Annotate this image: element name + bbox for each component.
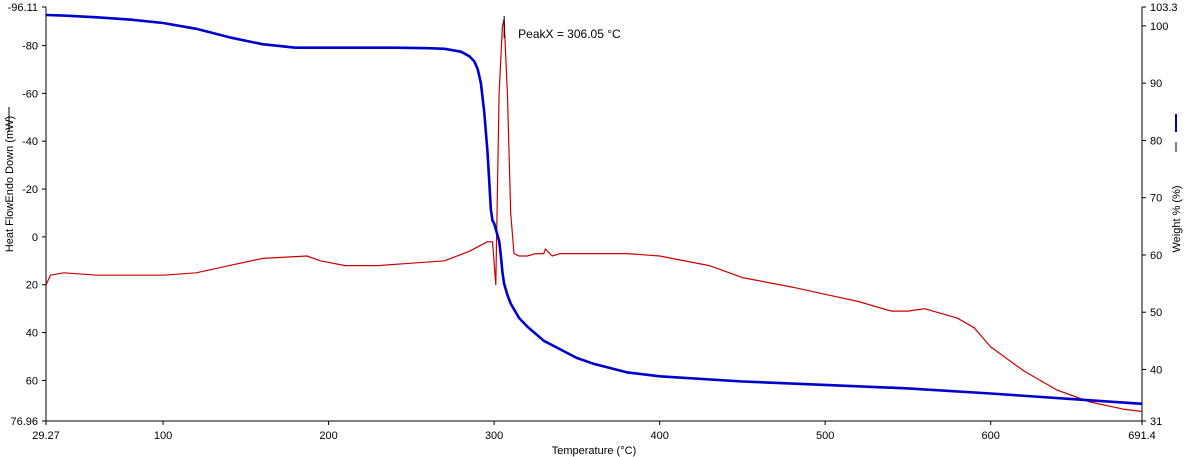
left-tick-label: 20 — [26, 280, 38, 292]
left-tick-label: -96.11 — [8, 2, 38, 14]
left-axis-title: Heat FlowEndo Down (mW) — [4, 116, 16, 252]
x-tick-label: 100 — [154, 430, 172, 442]
left-tick-label: 60 — [26, 375, 38, 387]
right-tick-label: 40 — [1150, 364, 1162, 376]
x-tick-label: 600 — [982, 430, 1000, 442]
ticks-layer: 29.27 100 200 300 400 500 600 691.4-96.11-80-60… — [8, 2, 1178, 442]
x-tick-label: 400 — [650, 430, 668, 442]
x-tick-label: 200 — [319, 430, 337, 442]
right-tick-label: 80 — [1150, 135, 1162, 147]
right-tick-label: 90 — [1150, 78, 1162, 90]
left-tick-label: -40 — [22, 136, 38, 148]
right-tick-label: 60 — [1150, 250, 1162, 262]
x-tick-label: 500 — [816, 430, 834, 442]
x-tick-label: 300 — [485, 430, 503, 442]
x-axis-title: Temperature (°C) — [552, 445, 636, 457]
right-tick-label: 70 — [1150, 193, 1162, 205]
heat-flow-series — [45, 18, 1143, 413]
peak-annotation: PeakX = 306.05 °C — [518, 27, 621, 41]
left-tick-label: -80 — [22, 41, 38, 53]
left-tick-label: 40 — [26, 328, 38, 340]
left-tick-label: -60 — [22, 88, 38, 100]
x-tick-label: 29.27 — [32, 430, 60, 442]
left-tick-label: -20 — [22, 184, 38, 196]
left-tick-label: 0 — [32, 232, 38, 244]
weight-series — [45, 13, 1143, 406]
plot-frame — [45, 7, 1143, 422]
right-axis-title: Weight % (%) — [1171, 185, 1183, 252]
x-tick-label: 691.4 — [1128, 430, 1156, 442]
right-tick-label: 100 — [1150, 21, 1168, 33]
series-layer — [45, 13, 1143, 413]
right-tick-label: 103.3 — [1150, 2, 1178, 14]
right-tick-label: 50 — [1150, 307, 1162, 319]
left-tick-label: 76.96 — [10, 416, 38, 428]
right-tick-label: 31 — [1150, 416, 1162, 428]
